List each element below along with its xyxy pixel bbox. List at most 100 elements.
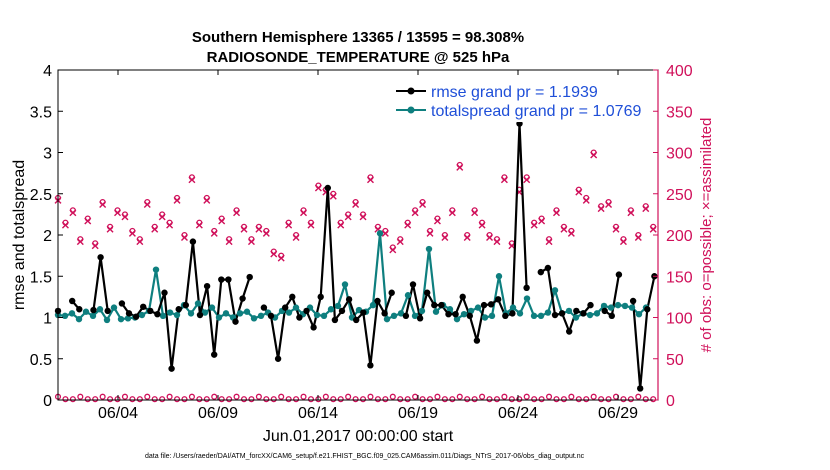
rmse-point bbox=[154, 311, 161, 318]
rmse-point bbox=[218, 276, 225, 283]
obs-assimilated-marker bbox=[270, 250, 278, 258]
y2-tick-label: 300 bbox=[666, 146, 693, 163]
totalspread-point bbox=[635, 311, 643, 318]
obs-low-possible-marker bbox=[590, 393, 597, 400]
rmse-point bbox=[225, 276, 232, 283]
rmse-point bbox=[90, 306, 97, 314]
obs-assimilated-marker bbox=[530, 221, 538, 229]
obs-low-possible-marker bbox=[464, 396, 471, 403]
obs-assimilated-marker bbox=[567, 229, 575, 237]
obs-assimilated-marker bbox=[463, 233, 471, 241]
totalspread-point bbox=[152, 266, 160, 273]
obs-assimilated-marker bbox=[560, 225, 568, 233]
obs-low-possible-marker bbox=[270, 396, 277, 403]
rmse-point bbox=[495, 296, 502, 303]
totalspread-point bbox=[397, 310, 405, 317]
rmse-point bbox=[289, 293, 296, 301]
rmse-point bbox=[125, 310, 133, 317]
obs-low-possible-marker bbox=[508, 396, 515, 403]
rmse-point bbox=[69, 297, 76, 305]
rmse-point bbox=[317, 293, 324, 301]
obs-low-possible-marker bbox=[605, 396, 612, 403]
rmse-point bbox=[282, 304, 289, 311]
obs-assimilated-marker bbox=[195, 221, 203, 229]
obs-assimilated-marker bbox=[538, 217, 546, 225]
rmse-point bbox=[104, 307, 111, 315]
obs-assimilated-marker bbox=[411, 209, 419, 217]
obs-low-possible-marker bbox=[359, 396, 367, 403]
x-tick-label: 06/19 bbox=[398, 405, 438, 422]
y-tick-label: 2.5 bbox=[30, 187, 52, 204]
obs-low-possible-marker bbox=[501, 393, 508, 400]
obs-assimilated-marker bbox=[166, 221, 174, 229]
totalspread-point bbox=[250, 315, 258, 322]
y-tick-layer: 0 0.5 1 1.5 2 2.5 3 3.5 4 bbox=[30, 63, 63, 410]
totalspread-point bbox=[481, 314, 489, 321]
totalspread-point bbox=[572, 314, 580, 321]
obs-low-possible-marker bbox=[77, 393, 84, 400]
rmse-point bbox=[580, 310, 587, 317]
rmse-point bbox=[409, 281, 417, 288]
obs-count-layer bbox=[54, 149, 657, 403]
rmse-point bbox=[502, 312, 509, 320]
obs-low-possible-marker bbox=[173, 396, 181, 403]
totalspread-point bbox=[488, 312, 496, 320]
totalspread-point bbox=[383, 315, 391, 323]
totalspread-point bbox=[565, 307, 573, 315]
totalspread-point bbox=[425, 245, 433, 253]
y2-tick-layer: 0 50 100 150 200 250 300 350 400 bbox=[653, 63, 693, 410]
rmse-point bbox=[537, 268, 544, 276]
obs-assimilated-marker bbox=[433, 217, 441, 225]
totalspread-point bbox=[530, 312, 538, 320]
totalspread-point bbox=[411, 312, 419, 320]
totalspread-point bbox=[292, 304, 300, 311]
obs-low-possible-marker bbox=[278, 393, 285, 400]
rmse-point bbox=[274, 355, 282, 362]
obs-assimilated-marker bbox=[210, 229, 218, 237]
obs-low-possible-marker bbox=[650, 396, 657, 403]
rmse-point bbox=[324, 184, 331, 192]
x-tick-label: 06/09 bbox=[198, 405, 238, 422]
obs-low-possible-marker bbox=[84, 396, 91, 403]
obs-low-possible-marker bbox=[196, 396, 203, 403]
rmse-point bbox=[303, 307, 310, 315]
rmse-point bbox=[203, 282, 211, 290]
obs-low-possible-marker bbox=[374, 396, 381, 403]
obs-low-possible-marker bbox=[330, 396, 337, 403]
x-tick-label: 06/04 bbox=[98, 405, 138, 422]
totalspread-point bbox=[621, 302, 629, 310]
rmse-point bbox=[644, 306, 651, 313]
obs-assimilated-marker bbox=[106, 225, 114, 233]
obs-assimilated-marker bbox=[448, 209, 456, 217]
obs-assimilated-marker bbox=[619, 238, 627, 246]
obs-assimilated-marker bbox=[642, 205, 650, 213]
totalspread-point bbox=[369, 301, 377, 309]
totalspread-point bbox=[110, 304, 118, 311]
obs-low-possible-marker bbox=[441, 396, 448, 403]
rmse-point bbox=[629, 297, 637, 305]
rmse-point bbox=[601, 307, 608, 315]
totalspread-point bbox=[194, 300, 202, 307]
obs-assimilated-marker bbox=[523, 176, 531, 184]
obs-assimilated-marker bbox=[352, 200, 360, 208]
totalspread-point bbox=[523, 295, 531, 302]
points-layer bbox=[54, 120, 658, 392]
obs-assimilated-marker bbox=[545, 238, 553, 246]
obs-assimilated-marker bbox=[158, 213, 166, 221]
obs-low-possible-marker bbox=[248, 396, 255, 403]
obs-assimilated-marker bbox=[500, 176, 508, 184]
rmse-point bbox=[260, 304, 268, 311]
totalspread-point bbox=[551, 287, 559, 294]
obs-assimilated-marker bbox=[389, 246, 397, 254]
obs-low-possible-marker bbox=[345, 393, 352, 400]
obs-low-possible-marker bbox=[293, 396, 300, 403]
totalspread-point bbox=[257, 312, 265, 320]
y-tick-label: 0.5 bbox=[30, 352, 52, 369]
plot-area bbox=[58, 70, 658, 400]
totalspread-point bbox=[313, 311, 321, 319]
obs-low-possible-marker bbox=[523, 393, 530, 400]
obs-assimilated-marker bbox=[203, 196, 211, 204]
obs-assimilated-marker bbox=[575, 188, 583, 196]
rmse-point bbox=[211, 351, 218, 358]
obs-low-possible-marker bbox=[426, 396, 434, 403]
